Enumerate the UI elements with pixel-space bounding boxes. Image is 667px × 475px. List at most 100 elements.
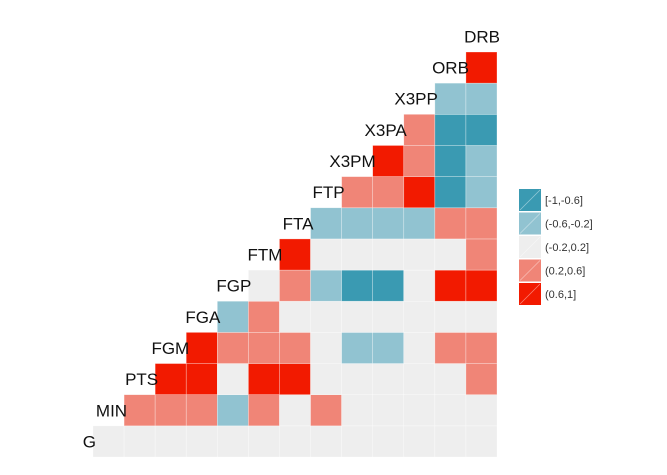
legend-item: (-0.2,0.2] (519, 236, 589, 258)
heatmap-cell-x3pp-drb (465, 82, 498, 115)
heatmap-cell-min-fgp (217, 394, 249, 427)
heatmap-cell-fgm-x3pp (403, 332, 436, 364)
heatmap-cell-min-x3pm (341, 394, 373, 427)
heatmap-cell-pts-orb (434, 363, 467, 395)
heatmap-cell-fgm-fta (279, 332, 311, 364)
variable-label-x3pp: X3PP (394, 90, 437, 109)
heatmap-cell-min-pts (123, 394, 156, 427)
heatmap-cell-x3pm-x3pa (372, 145, 405, 177)
legend-label: (0.2,0.6] (545, 266, 585, 278)
variable-label-fgm: FGM (151, 339, 189, 358)
heatmap-cell-x3pm-drb (465, 145, 498, 177)
variable-label-min: MIN (96, 401, 127, 420)
legend-label: [-1,-0.6] (545, 195, 583, 207)
heatmap-cell-g-ftm (248, 425, 280, 458)
heatmap-cell-g-fta (279, 425, 311, 458)
heatmap-cell-fga-fgp (217, 300, 249, 333)
heatmap-cell-min-ftm (248, 394, 280, 427)
legend-swatch (519, 283, 541, 305)
heatmap-cell-pts-ftm (248, 363, 280, 395)
heatmap-cell-fgp-fta (279, 269, 311, 302)
heatmap-cell-x3pa-x3pp (403, 114, 436, 146)
heatmap-cell-pts-fgm (154, 363, 187, 395)
heatmap-cell-fgp-orb (434, 269, 467, 302)
heatmap-cell-fgp-x3pp (403, 269, 436, 302)
heatmap-cell-fga-x3pm (341, 300, 373, 333)
heatmap-cell-fga-orb (434, 300, 467, 333)
heatmap-cell-fga-drb (465, 300, 498, 333)
legend-swatch-diagonal (519, 213, 541, 234)
heatmap-cell-pts-x3pm (341, 363, 373, 395)
heatmap-cell-ftm-drb (465, 238, 498, 271)
heatmap-cell-fgm-ftp (310, 332, 342, 364)
heatmap-cell-ftm-ftp (310, 238, 342, 271)
heatmap-cell-pts-fta (279, 363, 311, 395)
heatmap-cell-min-x3pp (403, 394, 436, 427)
variable-label-x3pm: X3PM (329, 152, 375, 171)
heatmap-cell-fta-drb (465, 207, 498, 240)
heatmap-cell-g-x3pa (372, 425, 405, 458)
legend-item: (0.6,1] (519, 283, 576, 305)
heatmap-cell-g-fga (185, 425, 218, 458)
heatmap-cell-ftm-orb (434, 238, 467, 271)
heatmap-cell-min-orb (434, 394, 467, 427)
heatmap-cell-fgm-x3pm (341, 332, 373, 364)
heatmap-cell-fgp-x3pa (372, 269, 405, 302)
heatmap-cell-fgp-ftm (248, 269, 280, 302)
heatmap-cell-fta-x3pa (372, 207, 405, 240)
heatmap-cell-fgm-fgp (217, 332, 249, 364)
variable-label-fga: FGA (185, 308, 221, 327)
legend: [-1,-0.6] (-0.6,-0.2] (-0.2,0.2] (0.2,0.6] (… (519, 189, 593, 305)
heatmap-cell-fgp-x3pm (341, 269, 373, 302)
heatmap-cell-g-x3pm (341, 425, 373, 458)
legend-swatch (519, 189, 541, 211)
heatmap-cell-g-min (92, 425, 125, 458)
heatmap-cell-fga-x3pa (372, 300, 405, 333)
heatmap-cell-g-fgm (154, 425, 187, 458)
heatmap-cell-g-pts (123, 425, 156, 458)
heatmap-cell-min-fga (185, 394, 218, 427)
heatmap-cell-fga-fta (279, 300, 311, 333)
heatmap-cell-ftm-x3pa (372, 238, 405, 271)
heatmap-cell-fgp-drb (465, 269, 498, 302)
legend-label: (0.6,1] (545, 289, 576, 301)
heatmap-cell-fgm-ftm (248, 332, 280, 364)
legend-swatch (519, 212, 541, 235)
heatmap-cell-x3pa-drb (465, 114, 498, 146)
heatmap-cell-min-fgm (154, 394, 187, 427)
variable-label-x3pa: X3PA (365, 121, 408, 140)
heatmap-cell-fgm-fga (185, 332, 218, 364)
variable-label-fgp: FGP (216, 277, 251, 296)
legend-item: [-1,-0.6] (519, 189, 583, 211)
heatmap-cell-pts-x3pa (372, 363, 405, 395)
heatmap-cell-x3pm-orb (434, 145, 467, 177)
legend-label: (-0.2,0.2] (545, 242, 589, 254)
heatmap-cell-min-x3pa (372, 394, 405, 427)
heatmap-cell-fta-x3pp (403, 207, 436, 240)
heatmap-cell-fgm-orb (434, 332, 467, 364)
heatmap-cell-ftp-x3pm (341, 176, 373, 209)
legend-swatch (519, 236, 541, 258)
heatmap-cell-min-ftp (310, 394, 342, 427)
heatmap-cell-min-fta (279, 394, 311, 427)
heatmap-cell-g-ftp (310, 425, 342, 458)
variable-label-pts: PTS (125, 370, 158, 389)
heatmap-cell-ftm-fta (279, 238, 311, 271)
heatmap-cell-g-x3pp (403, 425, 436, 458)
legend-item: (-0.6,-0.2] (519, 212, 593, 235)
heatmap-cell-fgm-x3pa (372, 332, 405, 364)
heatmap-cell-ftm-x3pm (341, 238, 373, 271)
heatmap-cell-g-drb (465, 425, 498, 458)
heatmap-cell-fta-x3pm (341, 207, 373, 240)
heatmap-cell-fgm-drb (465, 332, 498, 364)
heatmap-cell-fga-ftm (248, 300, 280, 333)
legend-swatch (519, 259, 541, 282)
heatmap-cell-fta-ftp (310, 207, 342, 240)
heatmap-cell-fgp-ftp (310, 269, 342, 302)
heatmap-cell-pts-fga (185, 363, 218, 395)
heatmap-cell-min-drb (465, 394, 498, 427)
heatmap-cell-x3pp-orb (434, 82, 467, 115)
heatmap-cell-g-fgp (217, 425, 249, 458)
legend-swatch-diagonal (519, 283, 541, 305)
